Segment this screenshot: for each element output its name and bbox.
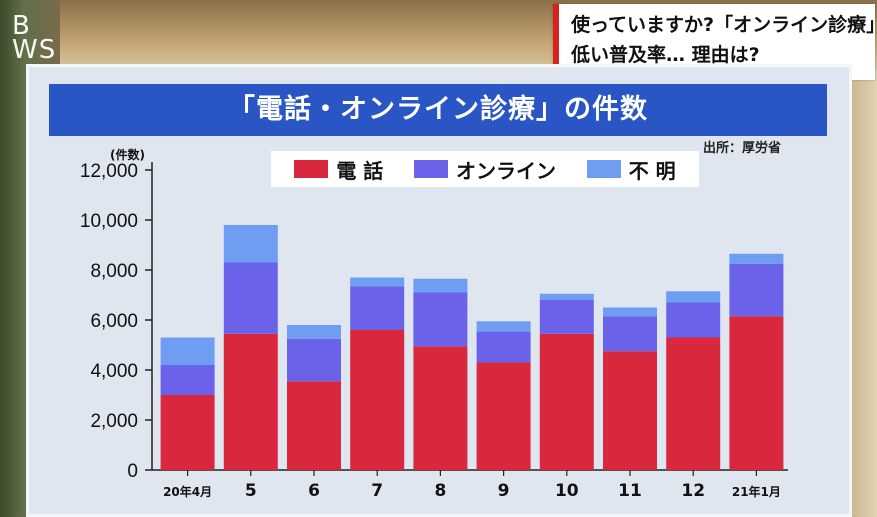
x-tick-label: 10 xyxy=(555,481,579,501)
y-tick-label: 12,000 xyxy=(80,161,138,182)
bar-segment xyxy=(603,316,657,352)
legend-swatch-phone xyxy=(294,160,329,178)
bar-segment xyxy=(287,381,341,470)
x-tick-label: 9 xyxy=(498,481,510,501)
bar-segment xyxy=(160,337,215,365)
x-tick-label: 21年1月 xyxy=(732,484,781,499)
chart-source: 出所：厚労省 xyxy=(703,141,782,156)
bar-segment xyxy=(539,333,594,470)
bar-segment xyxy=(160,365,215,395)
bar-segment xyxy=(476,321,531,332)
bar-chart: (件数) 0 2,000 4,000 6,000 8,000 10,000 12,000 20年… xyxy=(80,147,788,501)
x-tick-label: 11 xyxy=(618,481,642,501)
bar-segment xyxy=(350,330,405,470)
bar-segment xyxy=(350,277,405,287)
y-tick-label: 4,000 xyxy=(90,361,138,382)
caption-line1: 使っていますか?「オンライン診療」 xyxy=(571,14,877,36)
bar-segment xyxy=(413,346,468,470)
legend-swatch-online xyxy=(414,160,448,178)
bar-segment xyxy=(413,292,468,347)
bar-segment xyxy=(476,331,531,363)
x-tick-label: 12 xyxy=(681,481,705,501)
y-tick-label: 8,000 xyxy=(90,261,138,282)
x-tick-label: 8 xyxy=(434,481,446,501)
y-tick-label: 2,000 xyxy=(90,411,138,432)
x-tick-label: 6 xyxy=(308,481,320,501)
bar-segment xyxy=(287,325,341,339)
x-tick-label: 7 xyxy=(371,481,383,501)
bar-segment xyxy=(287,338,341,382)
bar-segment xyxy=(666,291,721,303)
legend-swatch-unknown xyxy=(586,160,621,178)
bar-segment xyxy=(729,316,784,470)
bws-logo: B WS xyxy=(12,11,57,65)
bar-segment xyxy=(666,302,721,338)
bar-segment xyxy=(729,263,784,317)
x-tick-label: 5 xyxy=(245,481,257,501)
bar-segment xyxy=(350,286,405,330)
bar-segment xyxy=(539,300,594,334)
legend-label-online: オンライン xyxy=(456,158,556,183)
y-tick-label: 0 xyxy=(127,461,138,482)
bar-segment xyxy=(476,362,531,470)
y-tick-label: 10,000 xyxy=(80,211,138,232)
x-tick-label: 20年4月 xyxy=(163,484,212,499)
bar-segment xyxy=(666,337,721,470)
legend-item-unknown: 不 明 xyxy=(586,155,676,184)
bar-segment xyxy=(539,293,594,300)
y-tick-label: 6,000 xyxy=(90,311,138,332)
bar-segment xyxy=(223,262,278,334)
bar-segment xyxy=(413,278,468,293)
bar-segment xyxy=(223,333,278,470)
legend-label-unknown: 不 明 xyxy=(628,158,676,183)
legend-item-phone: 電 話 xyxy=(294,155,383,184)
studio-background-right xyxy=(847,70,877,517)
chart-title-banner: 「電話・オンライン診療」の件数 xyxy=(49,84,827,136)
bar-segment xyxy=(603,307,657,317)
legend-item-online: オンライン xyxy=(414,155,556,184)
caption-line2: 低い普及率… 理由は? xyxy=(571,44,760,66)
bar-segment xyxy=(160,395,215,470)
bar-segment xyxy=(223,225,278,263)
logo-line2: WS xyxy=(12,35,57,65)
bar-segment xyxy=(729,253,784,264)
legend-label-phone: 電 話 xyxy=(336,158,384,183)
chart-legend: 電 話 オンライン 不 明 xyxy=(271,151,699,187)
logo-line1: B xyxy=(12,11,31,41)
bar-segment xyxy=(603,351,657,470)
y-axis-unit-label: (件数) xyxy=(110,147,145,162)
